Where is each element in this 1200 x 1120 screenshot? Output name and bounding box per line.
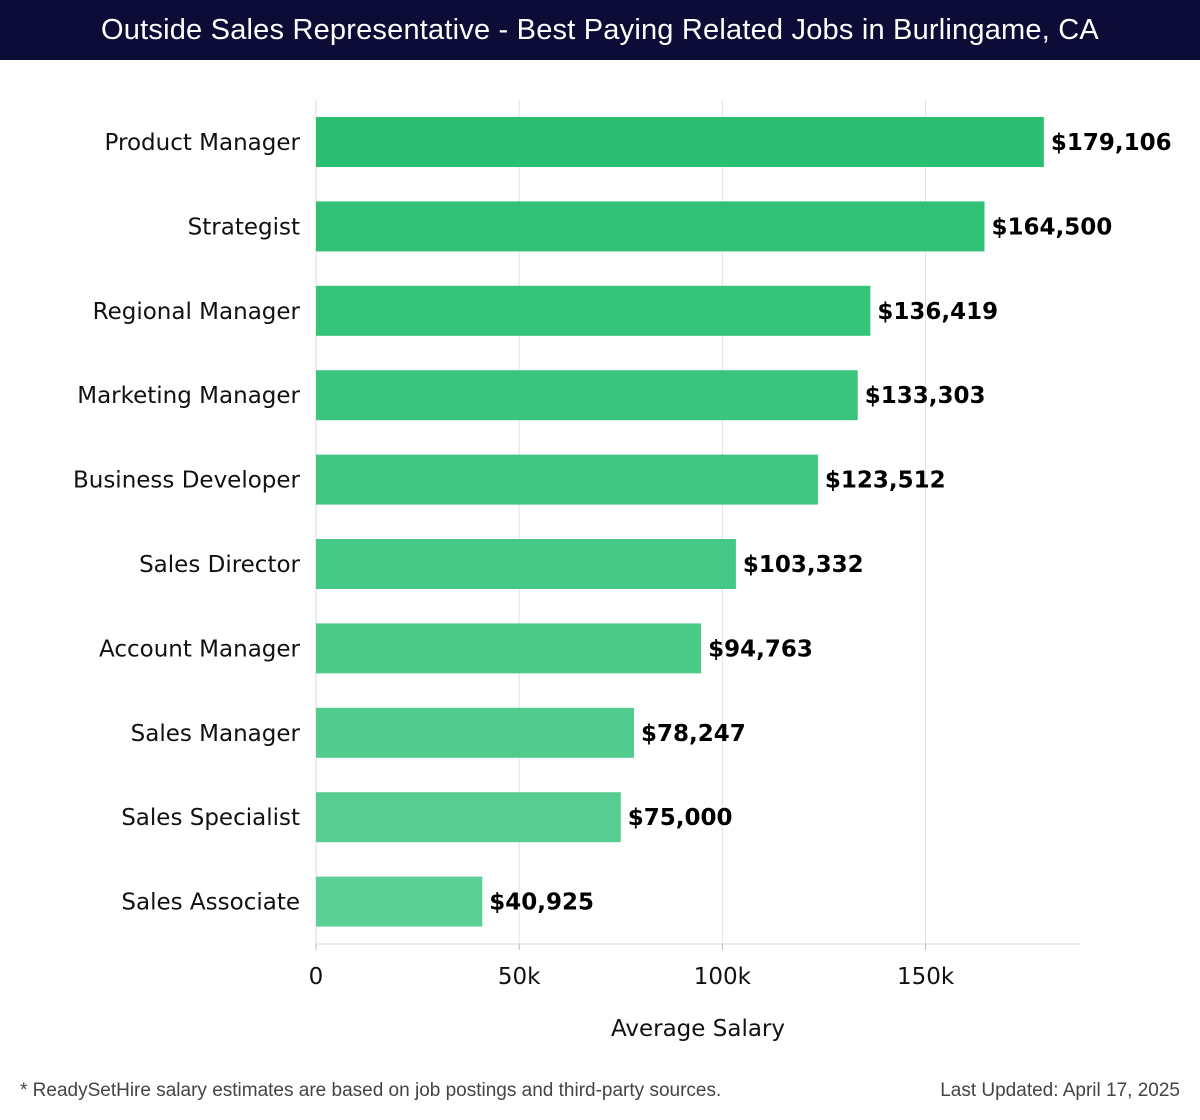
salary-bar-chart: Product Manager $179,106 Strategist $164,50…	[73, 100, 1172, 1042]
labels: Product Manager $179,106 Strategist $164,50…	[73, 130, 1172, 916]
category-label: Marketing Manager	[77, 383, 300, 409]
bar	[316, 623, 702, 674]
chart-title: Outside Sales Representative - Best Payi…	[0, 0, 1200, 60]
bar	[316, 539, 736, 589]
last-updated: Last Updated: April 17, 2025	[940, 1080, 1180, 1101]
category-label: Strategist	[188, 214, 300, 240]
category-label: Business Developer	[73, 468, 301, 494]
x-axis: 0 50k 100k 150k Average Salary	[309, 943, 1080, 1042]
x-tick-label: 0	[309, 964, 324, 990]
x-axis-title: Average Salary	[611, 1016, 785, 1042]
bar	[316, 285, 871, 336]
value-label: $164,500	[992, 214, 1113, 240]
bar	[316, 454, 818, 505]
bars	[316, 117, 1044, 927]
value-label: $133,303	[865, 383, 986, 409]
value-label: $40,925	[489, 890, 594, 916]
category-label: Sales Director	[139, 552, 300, 578]
x-tick-label: 150k	[897, 964, 955, 990]
x-tick-label: 50k	[498, 964, 541, 990]
bar	[316, 117, 1044, 167]
footnote: * ReadySetHire salary estimates are base…	[20, 1080, 722, 1101]
value-label: $123,512	[825, 468, 946, 494]
category-label: Sales Manager	[131, 721, 301, 747]
category-label: Sales Specialist	[121, 805, 300, 831]
value-label: $103,332	[743, 552, 864, 578]
bar	[316, 792, 621, 843]
bar	[316, 370, 858, 421]
value-label: $136,419	[877, 299, 998, 325]
category-label: Regional Manager	[93, 299, 301, 325]
category-label: Account Manager	[99, 636, 301, 662]
value-label: $179,106	[1051, 130, 1172, 156]
bar	[316, 876, 483, 927]
bar	[316, 201, 985, 252]
value-label: $94,763	[708, 636, 813, 662]
value-label: $75,000	[628, 805, 733, 831]
category-label: Sales Associate	[121, 890, 300, 916]
value-label: $78,247	[641, 721, 746, 747]
category-label: Product Manager	[105, 130, 301, 156]
x-tick-label: 100k	[694, 964, 752, 990]
bar	[316, 707, 634, 758]
